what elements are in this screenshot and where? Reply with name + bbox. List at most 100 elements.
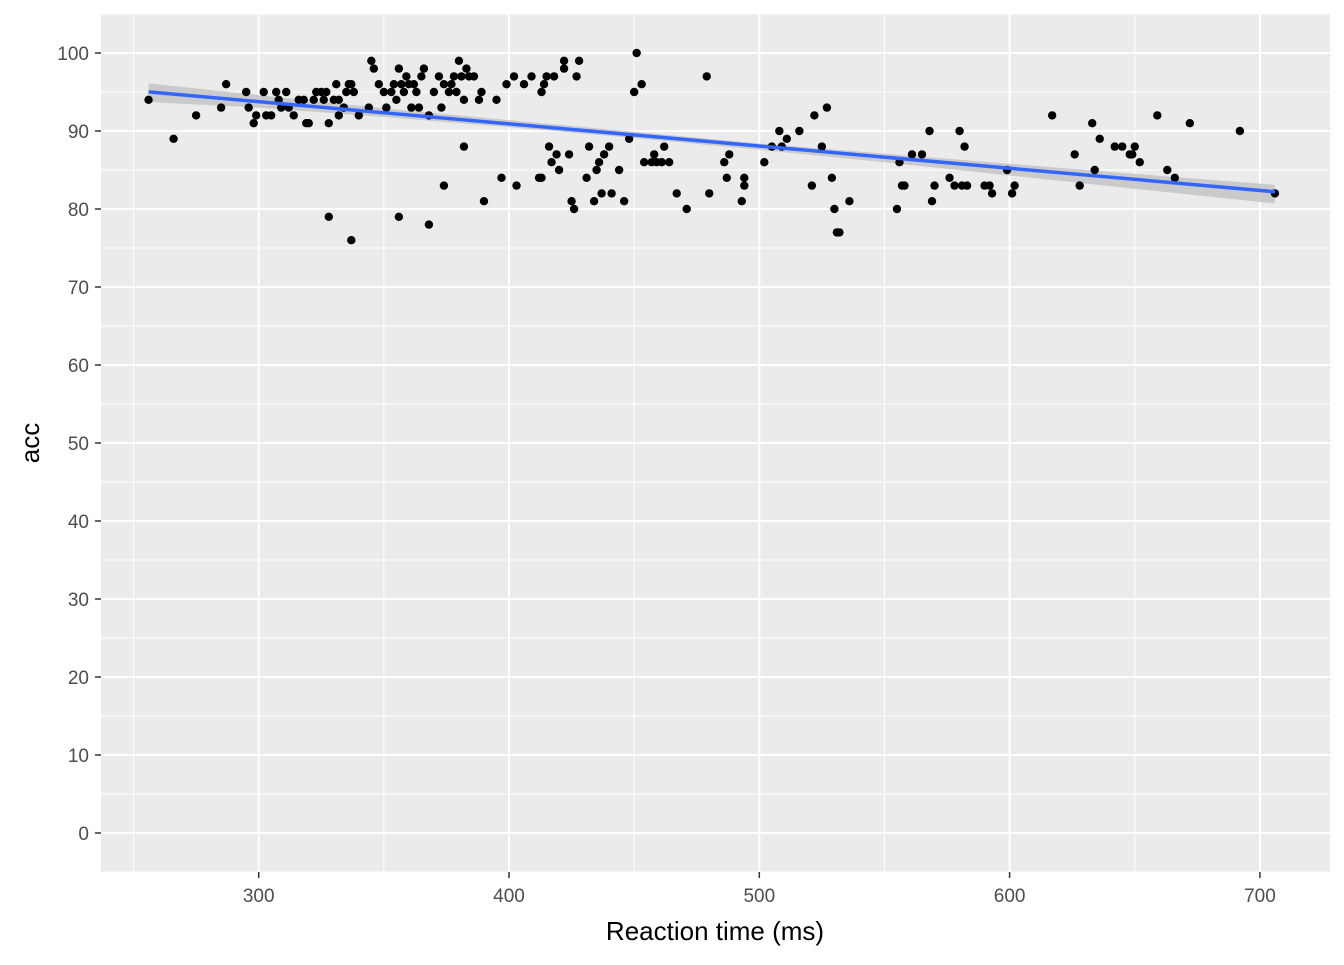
data-point — [392, 95, 401, 105]
data-point — [349, 87, 359, 97]
data-point — [619, 197, 629, 206]
data-point — [554, 165, 564, 175]
data-point — [900, 181, 909, 190]
data-point — [845, 197, 854, 206]
data-point — [1047, 111, 1057, 120]
data-point — [474, 95, 484, 105]
data-point — [740, 181, 749, 190]
data-point — [1163, 165, 1172, 175]
data-point — [1153, 111, 1162, 120]
fit-line — [148, 90, 1276, 194]
data-point — [402, 72, 411, 81]
data-point — [649, 150, 659, 159]
data-point — [1185, 119, 1195, 128]
data-point — [439, 80, 449, 89]
data-point — [987, 189, 997, 198]
data-point — [1088, 119, 1097, 128]
data-point — [632, 48, 641, 58]
x-tick-label: 500 — [743, 886, 775, 907]
data-point — [559, 56, 569, 65]
data-point — [334, 111, 343, 120]
data-point — [299, 95, 308, 105]
data-point — [439, 181, 449, 190]
data-point — [582, 173, 591, 182]
data-point — [594, 158, 604, 167]
data-point — [457, 72, 466, 81]
data-point — [249, 119, 258, 128]
y-tick-label: 20 — [68, 668, 89, 689]
data-point — [282, 87, 291, 97]
data-point — [502, 80, 511, 89]
data-point — [407, 103, 416, 112]
data-point — [607, 189, 616, 198]
data-point — [592, 165, 601, 175]
data-point — [492, 95, 501, 105]
data-point — [417, 72, 426, 81]
data-point — [309, 95, 318, 105]
data-point — [682, 204, 691, 214]
data-point — [604, 142, 614, 151]
x-tick-label: 400 — [493, 886, 525, 907]
data-point — [892, 204, 902, 214]
data-point — [629, 87, 639, 97]
data-point — [449, 72, 459, 81]
data-point — [574, 56, 584, 65]
x-tick-label: 600 — [994, 886, 1026, 907]
data-point — [539, 80, 549, 89]
data-point — [564, 150, 574, 159]
data-point — [599, 150, 609, 159]
data-point — [835, 228, 844, 237]
grid-minor — [101, 13, 1330, 873]
data-point — [374, 80, 384, 89]
data-point — [444, 87, 454, 97]
data-point — [322, 87, 331, 97]
data-point — [459, 95, 469, 105]
data-point — [705, 189, 714, 198]
data-point — [347, 236, 356, 245]
y-tick-label: 10 — [68, 746, 89, 767]
data-point — [452, 87, 461, 97]
data-point — [379, 87, 389, 97]
data-point — [469, 72, 479, 81]
data-point — [542, 72, 551, 81]
data-point — [569, 204, 579, 214]
grid-major — [101, 14, 1330, 872]
y-axis: 0 10 20 30 40 50 60 70 80 90 100 — [57, 44, 101, 845]
data-point — [624, 134, 634, 143]
data-point — [1130, 142, 1139, 151]
data-point — [549, 72, 559, 81]
x-tick-label: 700 — [1244, 886, 1276, 907]
data-point — [1007, 189, 1017, 198]
data-point — [1110, 142, 1119, 151]
data-point — [324, 119, 333, 128]
data-point — [354, 111, 364, 120]
data-point — [259, 87, 268, 97]
data-point — [559, 64, 569, 73]
data-point — [244, 103, 253, 112]
data-point — [807, 181, 817, 190]
data-point — [659, 142, 669, 151]
data-point — [567, 197, 576, 206]
data-point — [1070, 150, 1079, 159]
data-point — [169, 134, 178, 143]
data-point — [319, 95, 328, 105]
y-tick-label: 70 — [68, 278, 89, 299]
data-point — [497, 173, 506, 182]
data-point — [334, 95, 343, 105]
data-point — [547, 158, 556, 167]
data-point — [927, 197, 937, 206]
data-point — [389, 80, 399, 89]
data-point — [827, 173, 837, 182]
data-point — [1235, 126, 1245, 136]
data-point — [1170, 173, 1180, 182]
data-point — [241, 87, 251, 97]
data-point — [409, 80, 419, 89]
data-point — [597, 189, 606, 198]
data-point — [760, 158, 769, 167]
data-point — [552, 150, 561, 159]
data-point — [614, 165, 624, 175]
data-point — [1118, 142, 1127, 151]
data-point — [144, 95, 153, 105]
data-point — [925, 126, 934, 136]
data-point — [795, 126, 804, 136]
